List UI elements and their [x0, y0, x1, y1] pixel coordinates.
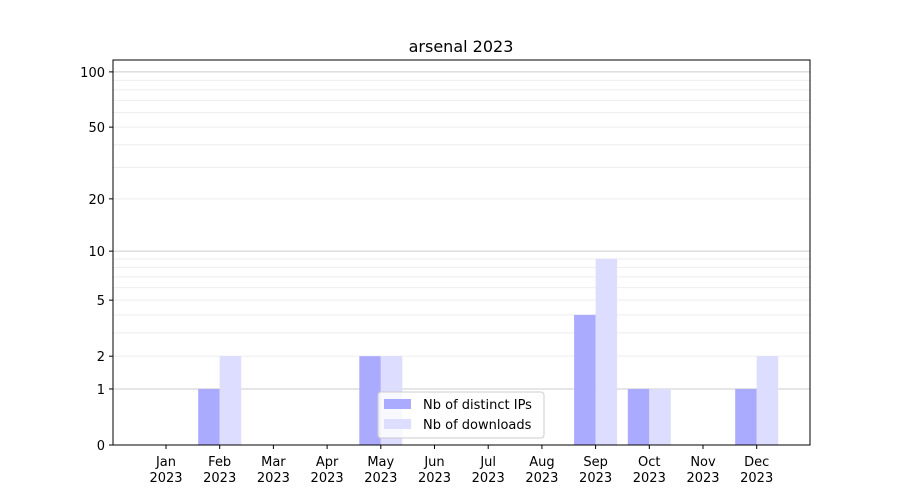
y-tick-label: 5 [97, 294, 105, 309]
x-tick-label: Feb 2023 [203, 455, 236, 486]
bar-downloads [756, 356, 779, 445]
plot-frame [112, 59, 811, 446]
bar-downloads [219, 356, 242, 445]
y-tick-label: 10 [88, 245, 105, 260]
chart-title: arsenal 2023 [409, 37, 514, 56]
y-tick-label: 2 [97, 350, 105, 365]
bar-downloads [649, 388, 671, 445]
x-tick-label: Jul 2023 [472, 455, 505, 486]
x-tick-label: May 2023 [364, 455, 397, 486]
bar-downloads [595, 258, 618, 445]
x-tick-label: Mar 2023 [257, 455, 290, 486]
x-tick-label: Oct 2023 [633, 455, 666, 486]
bar-distinct-ips [198, 388, 220, 445]
legend: Nb of distinct IPs Nb of downloads [377, 391, 545, 439]
x-tick-label: Dec 2023 [740, 455, 773, 486]
legend-label: Nb of distinct IPs [423, 398, 532, 413]
x-tick-label: Jan 2023 [149, 455, 182, 486]
x-tick-label: Apr 2023 [311, 455, 344, 486]
x-tick-label: Nov 2023 [686, 455, 719, 486]
legend-swatch [384, 419, 411, 429]
bar-distinct-ips [574, 314, 596, 445]
y-tick-label: 1 [97, 383, 105, 398]
bar-distinct-ips [735, 388, 757, 445]
legend-box [377, 391, 545, 439]
x-tick-label: Jun 2023 [418, 455, 451, 486]
y-tick-label: 0 [97, 439, 105, 454]
bar-distinct-ips [359, 356, 381, 445]
legend-swatch [384, 399, 411, 409]
x-tick-label: Aug 2023 [525, 455, 558, 486]
x-tick-label: Sep 2023 [579, 455, 612, 486]
bar-distinct-ips [627, 388, 650, 445]
legend-label: Nb of downloads [423, 418, 532, 433]
y-tick-label: 50 [88, 121, 105, 136]
y-tick-label: 100 [80, 66, 105, 81]
y-tick-label: 20 [88, 193, 105, 208]
